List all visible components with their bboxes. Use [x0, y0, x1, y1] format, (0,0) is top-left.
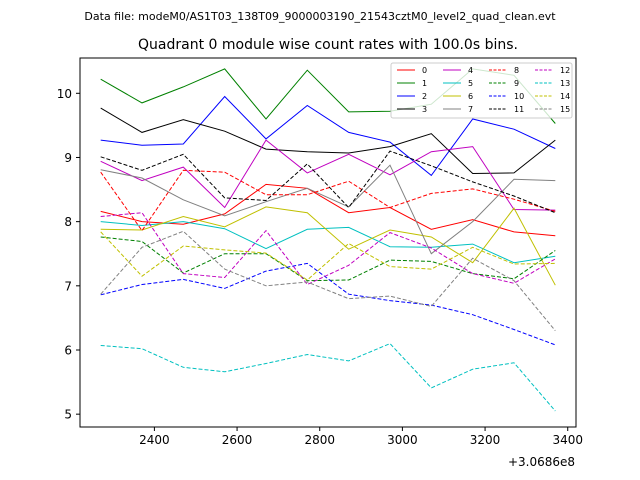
data-file-title: Data file: modeM0/AS1T03_138T09_90000031… [84, 10, 556, 23]
legend-label-11: 11 [514, 105, 524, 114]
y-tick-label: 6 [64, 343, 72, 357]
x-tick-label: 2600 [222, 433, 253, 447]
legend-label-8: 8 [514, 66, 519, 75]
chart-title: Quadrant 0 module wise count rates with … [138, 37, 518, 53]
legend-label-14: 14 [560, 92, 570, 101]
series-line-15 [100, 230, 556, 332]
y-tick-label: 7 [64, 279, 72, 293]
x-tick-label: 3000 [387, 433, 418, 447]
series-line-11 [100, 150, 556, 214]
legend-label-9: 9 [514, 79, 519, 88]
series-line-4 [100, 139, 556, 211]
axes-frame [79, 57, 577, 428]
legend-label-10: 10 [514, 92, 524, 101]
x-tick-label: 3200 [470, 433, 501, 447]
legend-label-0: 0 [422, 66, 427, 75]
x-axis-offset-label: +3.0686e8 [508, 455, 575, 469]
legend-label-6: 6 [468, 92, 473, 101]
series-line-8 [100, 169, 556, 232]
legend-box [390, 62, 573, 119]
series-line-0 [100, 183, 556, 237]
series-line-2 [100, 95, 556, 177]
y-tick-label: 8 [64, 215, 72, 229]
legend-label-1: 1 [422, 79, 427, 88]
y-tick-label: 5 [64, 408, 72, 422]
x-tick-label: 2400 [139, 433, 170, 447]
series-line-3 [100, 107, 556, 175]
legend-label-5: 5 [468, 79, 473, 88]
series-line-7 [100, 164, 556, 255]
legend-label-7: 7 [468, 105, 473, 114]
y-tick-label: 9 [64, 151, 72, 165]
legend-label-13: 13 [560, 79, 570, 88]
x-tick-label: 3400 [552, 433, 583, 447]
series-line-5 [100, 221, 556, 264]
series-line-12 [100, 212, 556, 286]
series-line-9 [100, 236, 556, 282]
plot-area: 2400 2600 2800 3000 3200 34005678910012345678… [57, 57, 583, 447]
series-line-13 [100, 343, 556, 412]
legend-label-15: 15 [560, 105, 570, 114]
legend-label-3: 3 [422, 105, 427, 114]
x-tick-label: 2800 [304, 433, 335, 447]
legend-label-2: 2 [422, 92, 427, 101]
series-lines [100, 68, 556, 412]
series-line-10 [100, 262, 556, 346]
series-line-6 [100, 206, 556, 286]
y-tick-label: 10 [57, 87, 72, 101]
legend-label-4: 4 [468, 66, 473, 75]
legend-label-12: 12 [560, 66, 570, 75]
series-line-14 [100, 231, 556, 281]
